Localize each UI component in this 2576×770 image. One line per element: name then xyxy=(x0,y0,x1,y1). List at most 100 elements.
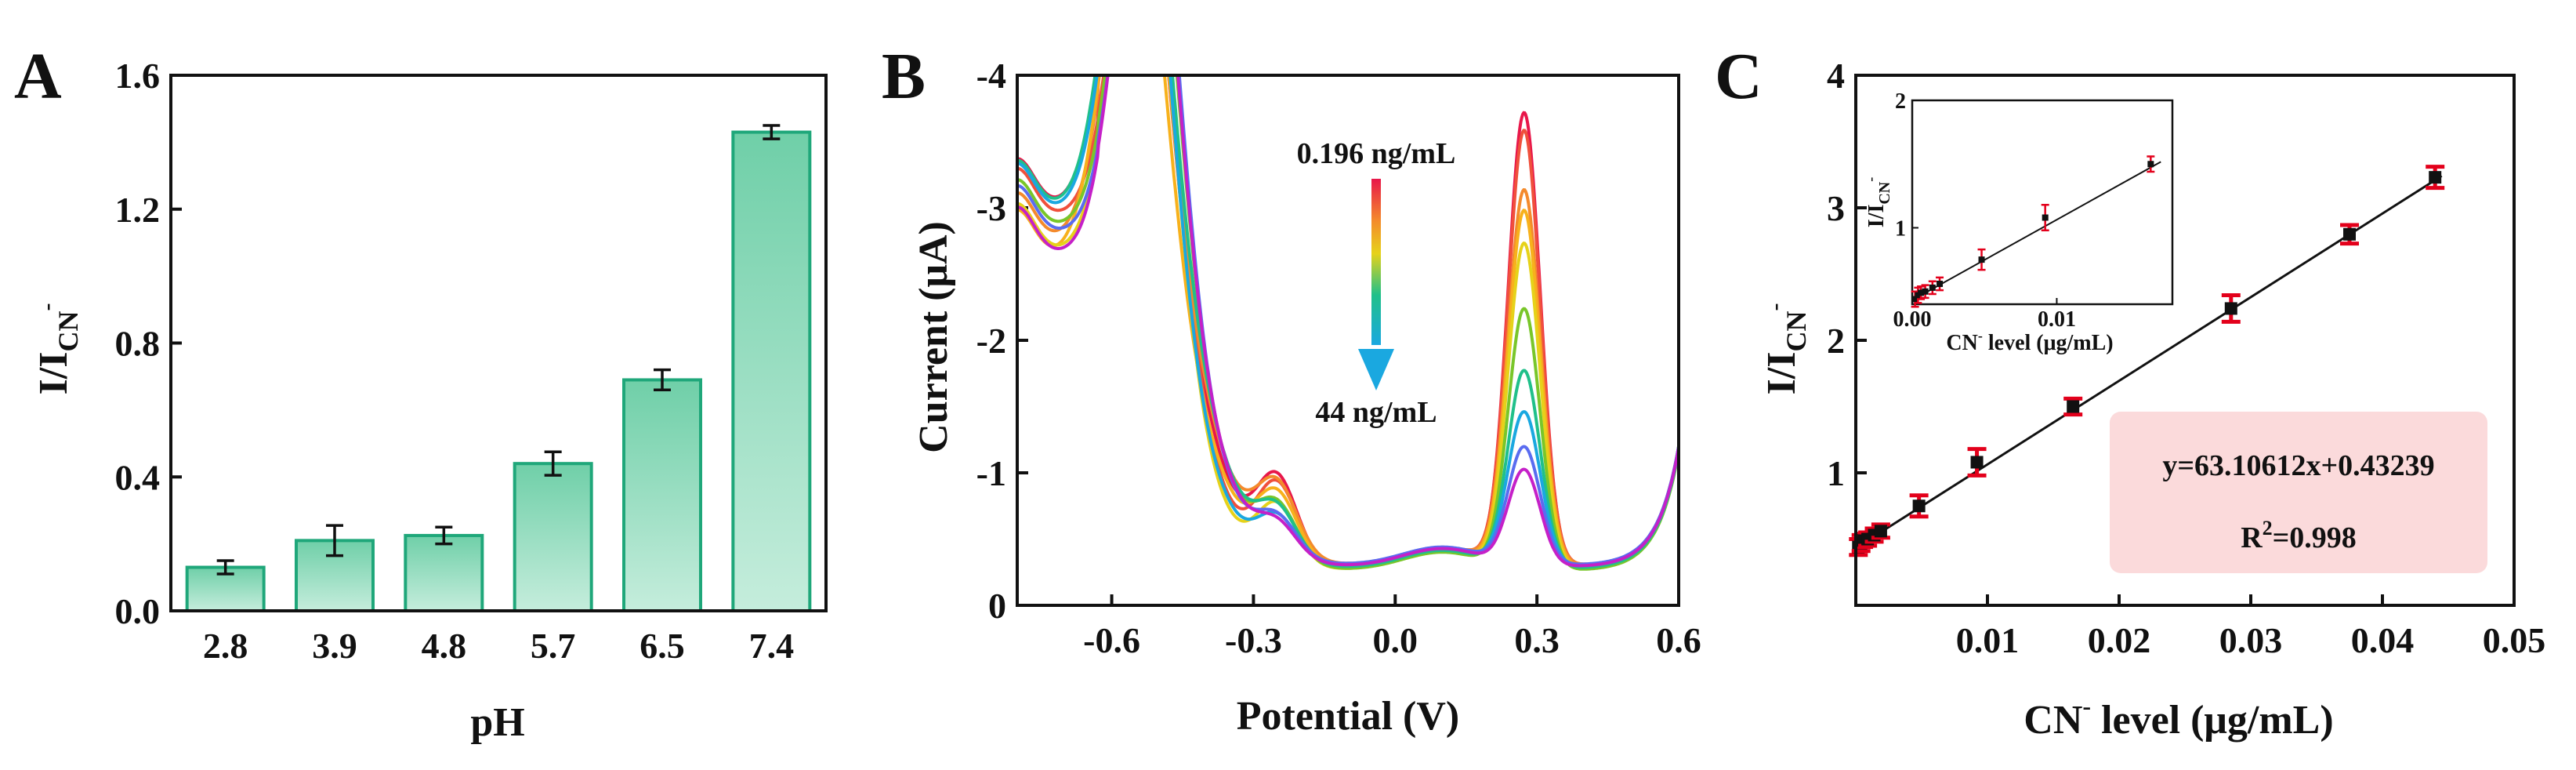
panel-a-x-tick-label: 6.5 xyxy=(639,626,685,666)
panel-c-inset-fit-line xyxy=(1911,161,2161,301)
panel-c-y-tick-label: 3 xyxy=(1827,188,1845,228)
panel-b-x-tick-label: 0.6 xyxy=(1656,620,1701,660)
panel-a-frame xyxy=(169,74,828,612)
panel-b-curve-3 xyxy=(1017,75,1679,566)
panel-a-x-axis-label: pH xyxy=(470,700,524,745)
panel-b-x-tick-label: -0.6 xyxy=(1083,620,1140,660)
panel-b-curve-8 xyxy=(1017,75,1679,567)
panel-c-point xyxy=(1874,525,1887,538)
panel-b-y-axis-label: Current (μA) xyxy=(911,221,956,453)
panel-c-x-tick-label: 0.02 xyxy=(2088,620,2151,660)
panel-c-y-ticks: 1 2 3 4 xyxy=(1827,56,1867,493)
panel-b: B Current (μA) Potential (V) 0 -1 -2 -3 -4 -… xyxy=(882,40,1701,739)
panel-c-inset-point xyxy=(1911,296,1918,303)
panel-c-point xyxy=(2224,302,2237,315)
panel-b-curves xyxy=(1017,75,1679,571)
panel-a-y-tick-label: 0.8 xyxy=(115,324,161,364)
panel-c-x-tick-label: 0.04 xyxy=(2351,620,2415,660)
panel-c-inset-y-tick-label: 2 xyxy=(1895,89,1906,114)
panel-a-y-tick-label: 1.6 xyxy=(115,56,161,96)
panel-a-x-ticks: 2.8 3.9 4.8 5.7 6.5 7.4 xyxy=(203,601,794,666)
panel-a-x-tick-label: 5.7 xyxy=(531,626,576,666)
panel-c-x-axis-label: CN- level (μg/mL) xyxy=(2023,692,2333,743)
panel-a-y-tick-label: 0.0 xyxy=(115,591,161,631)
panel-c-inset-point xyxy=(2147,161,2154,168)
panel-c-point xyxy=(1912,499,1926,513)
panel-b-frame xyxy=(1016,74,1680,607)
panel-c-inset-y-label: I/ICN- xyxy=(1863,177,1893,227)
panel-a-bar-5.7 xyxy=(513,462,593,612)
panel-c-y-tick-label: 2 xyxy=(1827,321,1845,361)
panel-c-y-axis-label: I/ICN- xyxy=(1759,303,1812,395)
panel-a-y-tick-label: 0.4 xyxy=(115,457,161,497)
panel-c-equation-box xyxy=(2110,412,2487,573)
panel-b-curve-2 xyxy=(1017,75,1679,566)
panel-b-curve-10 xyxy=(1017,75,1679,568)
panel-b-y-tick-label: -2 xyxy=(976,321,1006,361)
panel-c-inset-point xyxy=(1922,288,1929,295)
panel-a-bar-6.5 xyxy=(622,378,702,612)
panel-b-curve-9 xyxy=(1017,75,1679,566)
panel-b-label: B xyxy=(882,40,926,113)
panel-c-x-ticks: 0.01 0.02 0.03 0.04 0.05 xyxy=(1956,594,2546,660)
panel-c-inset-point xyxy=(2042,214,2049,221)
panel-b-x-tick-label: -0.3 xyxy=(1225,620,1282,660)
panel-b-y-ticks: 0 -1 -2 -3 -4 xyxy=(976,56,1028,626)
panel-c-equation: y=63.10612x+0.43239 xyxy=(2162,449,2434,482)
panel-b-y-tick-label: -1 xyxy=(976,453,1006,493)
panel-a-y-tick-label: 1.2 xyxy=(115,190,161,230)
panel-b-curve-7 xyxy=(1017,75,1679,569)
panel-c-y-tick-label: 1 xyxy=(1827,453,1845,493)
panel-b-x-ticks: -0.6 -0.3 0.0 0.3 0.6 xyxy=(1083,594,1701,660)
panel-b-curve-1 xyxy=(1017,75,1679,568)
panel-c-inset-x-tick-label: 0.00 xyxy=(1893,307,1932,332)
panel-b-x-axis-label: Potential (V) xyxy=(1237,694,1459,739)
panel-b-curve-4 xyxy=(1017,75,1679,568)
panel-a-x-tick-label: 4.8 xyxy=(422,626,467,666)
panel-c-x-tick-label: 0.01 xyxy=(1956,620,2020,660)
panel-a-x-tick-label: 3.9 xyxy=(312,626,357,666)
panel-c-y-tick-label: 4 xyxy=(1827,56,1845,96)
panel-a-label: A xyxy=(14,40,62,113)
panel-c-point xyxy=(2343,227,2356,241)
panel-c-inset-frame xyxy=(1911,99,2174,306)
panel-c-inset-point xyxy=(1929,284,1936,291)
panel-c-inset-x-tick-label: 0.01 xyxy=(2038,307,2076,332)
panel-b-curve-6 xyxy=(1017,75,1679,571)
panel-c-x-tick-label: 0.03 xyxy=(2219,620,2283,660)
panel-c-inset-point xyxy=(1918,289,1925,296)
panel-b-x-tick-label: 0.0 xyxy=(1373,620,1418,660)
panel-c-point xyxy=(2067,400,2080,413)
panel-c-inset-x-label: CN- level (μg/mL) xyxy=(1946,328,2113,355)
panel-a: A I/ICN- pH 0.0 0.4 0.8 1.2 1.6 2.8 3.9 4.8 5.7… xyxy=(14,40,828,745)
panel-b-y-tick-label: 0 xyxy=(988,586,1006,626)
panel-c-inset: I/ICN- CN- level (μg/mL) 1 2 0.00 0.01 xyxy=(1863,89,2174,355)
panel-c: C I/ICN- CN- level (μg/mL) 1 2 3 4 0.01 0.02… xyxy=(1715,40,2545,743)
panel-b-annotation-bottom: 44 ng/mL xyxy=(1315,396,1437,429)
panel-a-bar-4.8 xyxy=(404,533,484,612)
panel-a-bar-7.4 xyxy=(731,130,812,613)
panel-c-r-squared: R2=0.998 xyxy=(2241,517,2357,554)
panel-c-inset-ticks: 1 2 0.00 0.01 xyxy=(1893,89,2076,332)
panel-b-gradient-arrow-shaft xyxy=(1371,179,1381,345)
panel-b-annotation-top: 0.196 ng/mL xyxy=(1297,137,1456,170)
panel-c-inset-point xyxy=(1937,281,1944,287)
panel-b-y-tick-label: -3 xyxy=(976,188,1006,228)
panel-c-x-tick-label: 0.05 xyxy=(2483,620,2546,660)
panel-b-curve-5 xyxy=(1017,75,1679,570)
panel-b-x-tick-label: 0.3 xyxy=(1514,620,1560,660)
panel-c-frame xyxy=(1854,74,2516,607)
panel-b-y-tick-label: -4 xyxy=(976,56,1006,96)
panel-c-inset-points xyxy=(1911,155,2155,308)
panel-c-inset-point xyxy=(1978,256,1985,263)
panel-a-y-axis-label: I/ICN- xyxy=(31,303,84,395)
panel-a-x-tick-label: 7.4 xyxy=(749,626,795,666)
panel-c-inset-y-tick-label: 1 xyxy=(1895,217,1906,242)
panel-a-x-tick-label: 2.8 xyxy=(203,626,248,666)
panel-a-y-ticks: 0.0 0.4 0.8 1.2 1.6 xyxy=(115,56,182,631)
panel-c-points xyxy=(1849,165,2445,558)
arrow-down-icon xyxy=(1358,349,1394,390)
panel-c-point xyxy=(2429,171,2442,184)
panel-c-label: C xyxy=(1715,40,1763,113)
